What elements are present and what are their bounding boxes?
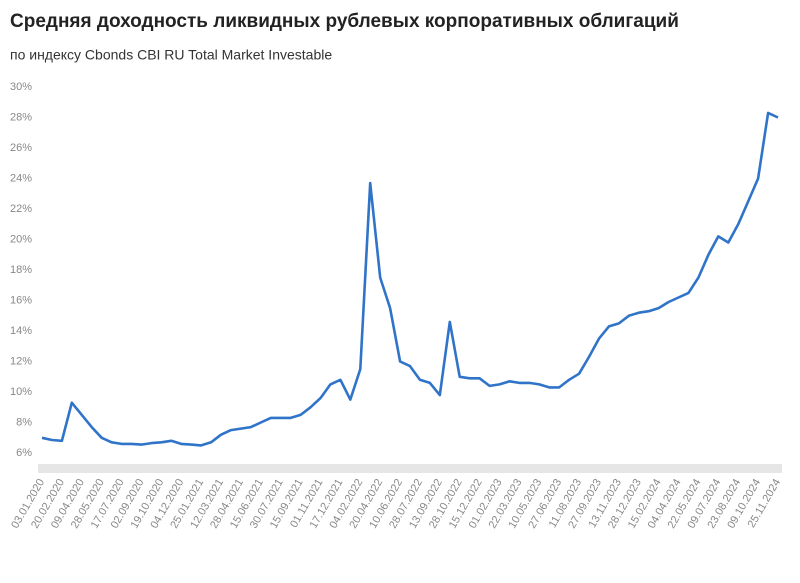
y-tick-label: 16% [10, 294, 32, 306]
y-tick-label: 8% [16, 416, 32, 428]
y-tick-label: 24% [10, 172, 32, 184]
y-tick-label: 14% [10, 325, 32, 337]
y-tick-label: 26% [10, 142, 32, 154]
y-tick-label: 18% [10, 264, 32, 276]
y-tick-label: 12% [10, 355, 32, 367]
y-tick-label: 20% [10, 233, 32, 245]
y-tick-label: 6% [16, 447, 32, 459]
y-tick-label: 10% [10, 386, 32, 398]
y-tick-label: 22% [10, 203, 32, 215]
y-tick-label: 28% [10, 111, 32, 123]
chart-title: Средняя доходность ликвидных рублевых ко… [10, 11, 679, 32]
line-series [41, 111, 779, 447]
x-axis-band [38, 464, 782, 473]
chart-subtitle: по индексу Cbonds CBI RU Total Market In… [10, 47, 332, 63]
y-tick-label: 30% [10, 81, 32, 93]
